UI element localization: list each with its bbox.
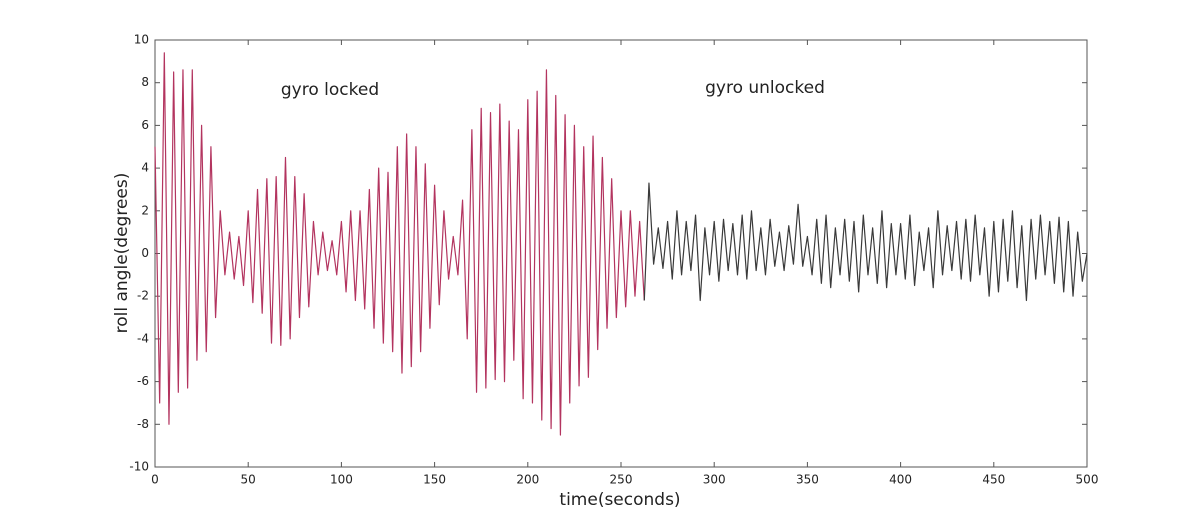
series-line <box>154 52 645 436</box>
plot-frame <box>154 39 1088 468</box>
y-tick-label: -4 <box>137 331 149 345</box>
x-tick-label: 200 <box>516 473 539 487</box>
x-axis-label: time(seconds) <box>559 490 680 510</box>
y-tick-label: 2 <box>141 203 149 217</box>
series-line <box>643 182 1088 302</box>
x-tick-label: 100 <box>330 473 353 487</box>
y-tick-label: 4 <box>141 161 149 175</box>
x-tick-label: 500 <box>1076 473 1099 487</box>
y-tick-label: -8 <box>137 417 149 431</box>
annotation: gyro unlocked <box>705 78 825 98</box>
x-tick-label: 450 <box>982 473 1005 487</box>
x-tick-label: 300 <box>703 473 726 487</box>
x-tick-label: 150 <box>423 473 446 487</box>
y-tick-label: 0 <box>141 246 149 260</box>
y-tick-label: 8 <box>141 75 149 89</box>
y-tick-label: -10 <box>129 460 149 474</box>
x-tick-label: 400 <box>889 473 912 487</box>
x-tick-label: 250 <box>610 473 633 487</box>
x-tick-label: 350 <box>796 473 819 487</box>
y-tick-label: 10 <box>134 33 149 47</box>
x-tick-label: 0 <box>151 473 159 487</box>
x-tick-label: 50 <box>241 473 256 487</box>
y-tick-label: 6 <box>141 118 149 132</box>
annotation: gyro locked <box>281 80 379 100</box>
y-tick-label: -2 <box>137 289 149 303</box>
y-tick-label: -6 <box>137 374 149 388</box>
y-axis-label: roll angle(degrees) <box>112 173 132 334</box>
